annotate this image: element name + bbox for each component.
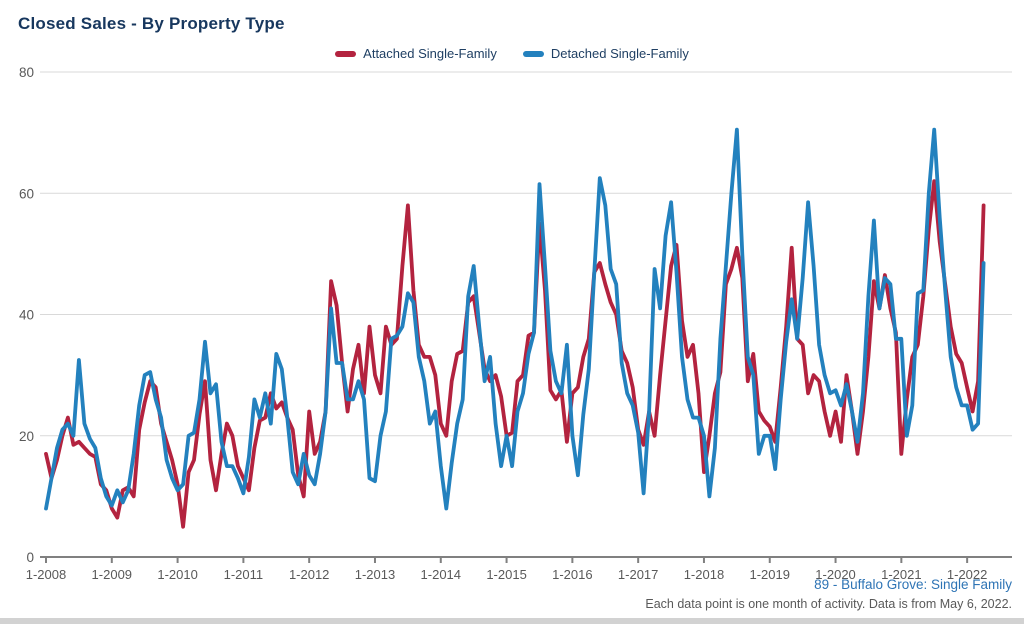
y-axis-label-40: 40 — [19, 308, 34, 323]
detached-single-family-line — [44, 127, 986, 511]
legend-item-detached: Detached Single-Family — [522, 46, 689, 61]
chart-footnote: Each data point is one month of activity… — [645, 597, 1012, 611]
x-axis-label-1-2009: 1-2009 — [92, 567, 132, 582]
y-axis-label-80: 80 — [19, 65, 34, 80]
y-axis-label-60: 60 — [19, 186, 34, 201]
x-axis-label-1-2022: 1-2022 — [947, 567, 987, 582]
attached-series-swatch-icon — [335, 50, 357, 57]
x-axis-label-1-2020: 1-2020 — [815, 567, 855, 582]
chart-source-label: 89 - Buffalo Grove: Single Family — [814, 577, 1012, 592]
legend-item-label: Attached Single-Family — [363, 46, 497, 61]
bottom-edge-bar — [0, 618, 1024, 624]
x-axis-label-1-2014: 1-2014 — [421, 567, 461, 582]
x-axis-label-1-2013: 1-2013 — [355, 567, 395, 582]
legend-item-attached: Attached Single-Family — [335, 46, 497, 61]
page-title: Closed Sales - By Property Type — [18, 14, 285, 33]
x-axis-label-1-2011: 1-2011 — [224, 567, 264, 582]
legend-item-label: Detached Single-Family — [550, 46, 689, 61]
detached-series-swatch-icon — [522, 50, 544, 57]
x-axis-label-1-2018: 1-2018 — [684, 567, 724, 582]
x-axis-label-1-2008: 1-2008 — [26, 567, 66, 582]
x-axis-label-1-2010: 1-2010 — [157, 567, 197, 582]
y-axis-label-0: 0 — [26, 550, 34, 565]
chart-legend: Attached Single-Family Detached Single-F… — [0, 46, 1024, 61]
x-axis-label-1-2016: 1-2016 — [552, 567, 592, 582]
x-axis-label-1-2021: 1-2021 — [881, 567, 921, 582]
x-axis-label-1-2019: 1-2019 — [750, 567, 790, 582]
attached-single-family-line — [44, 179, 986, 529]
x-axis-label-1-2015: 1-2015 — [486, 567, 526, 582]
y-axis-label-20: 20 — [19, 429, 34, 444]
x-axis-label-1-2012: 1-2012 — [289, 567, 329, 582]
x-axis-label-1-2017: 1-2017 — [618, 567, 658, 582]
